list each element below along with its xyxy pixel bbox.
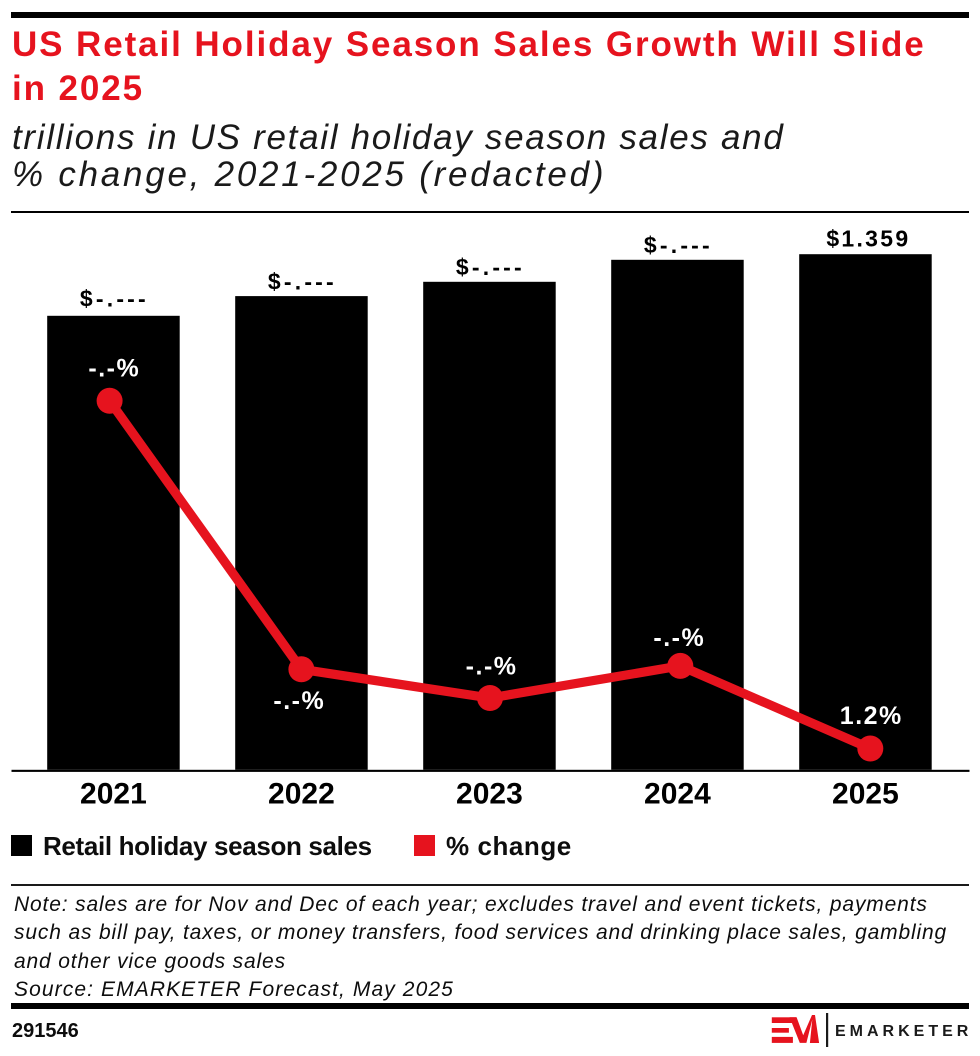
svg-text:$-.---: $-.---	[456, 254, 525, 280]
svg-text:2023: 2023	[456, 778, 523, 811]
svg-text:$-.---: $-.---	[644, 232, 713, 258]
svg-text:EMARKETER: EMARKETER	[835, 1023, 971, 1040]
svg-text:$-.---: $-.---	[268, 268, 337, 294]
svg-text:1.2%: 1.2%	[840, 702, 903, 730]
svg-text:2024: 2024	[644, 778, 711, 811]
svg-text:2025: 2025	[832, 778, 899, 811]
svg-text:2021: 2021	[80, 778, 147, 811]
svg-text:-.-%: -.-%	[273, 687, 325, 715]
svg-text:-.-%: -.-%	[88, 354, 140, 382]
svg-text:-.-%: -.-%	[653, 624, 705, 652]
svg-text:$1.359: $1.359	[826, 225, 910, 251]
svg-text:-.-%: -.-%	[466, 653, 518, 681]
svg-text:$-.---: $-.---	[80, 286, 149, 312]
svg-text:2022: 2022	[268, 778, 335, 811]
